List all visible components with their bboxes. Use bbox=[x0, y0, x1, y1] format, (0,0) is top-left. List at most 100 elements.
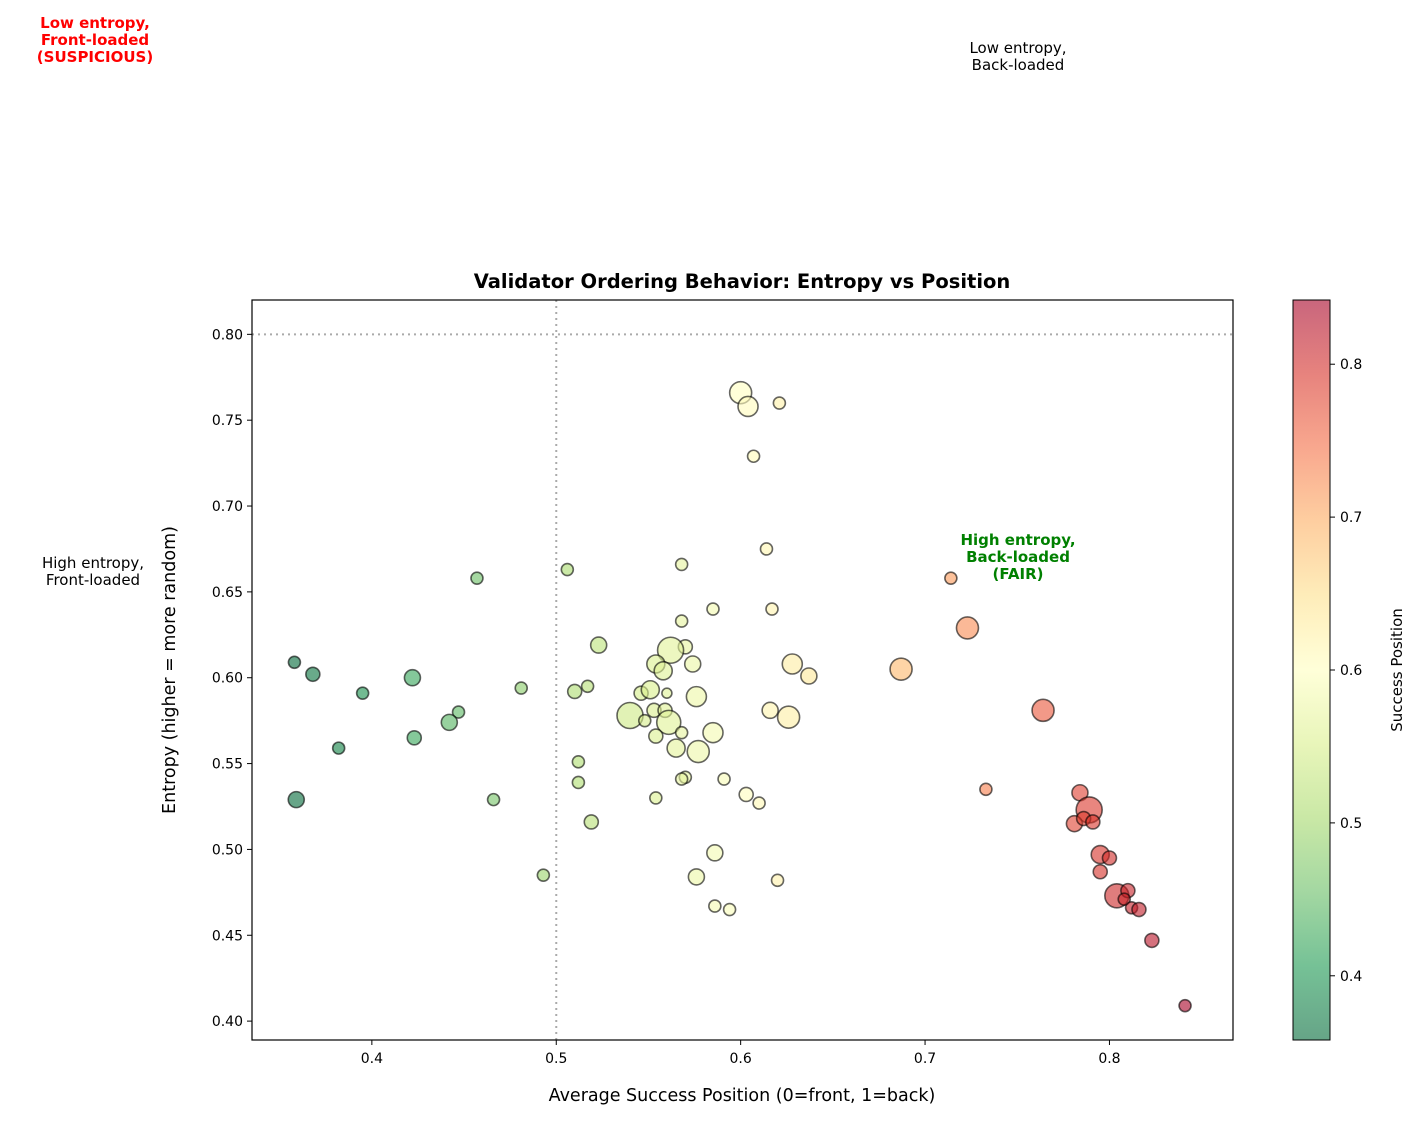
colorbar-ticks: 0.4 0.5 0.6 0.7 0.8 bbox=[1330, 357, 1362, 985]
quadrant-annotation: High entropy, Back-loaded (FAIR) bbox=[960, 531, 1075, 583]
data-point bbox=[637, 713, 652, 728]
data-point bbox=[440, 713, 459, 732]
data-point bbox=[666, 738, 686, 758]
y-tick-label: 0.40 bbox=[212, 1014, 243, 1030]
y-tick-label: 0.65 bbox=[212, 585, 243, 601]
data-point bbox=[761, 701, 779, 720]
data-point bbox=[752, 796, 766, 810]
data-point bbox=[702, 721, 724, 744]
data-point bbox=[649, 791, 663, 805]
data-point bbox=[944, 571, 958, 585]
data-point bbox=[566, 683, 583, 700]
data-point bbox=[776, 705, 801, 730]
colorbar-tick-label: 0.7 bbox=[1340, 510, 1362, 526]
data-point bbox=[640, 679, 661, 700]
y-tick-label: 0.75 bbox=[212, 413, 243, 429]
data-point bbox=[889, 657, 913, 681]
data-point bbox=[486, 792, 501, 807]
colorbar-tick-label: 0.8 bbox=[1340, 357, 1362, 373]
data-point bbox=[674, 725, 689, 740]
x-tick-label: 0.7 bbox=[914, 1051, 936, 1067]
data-point bbox=[1092, 863, 1109, 880]
data-point bbox=[287, 655, 302, 670]
data-point bbox=[772, 396, 787, 410]
data-point bbox=[738, 786, 754, 803]
x-axis-label: Average Success Position (0=front, 1=bac… bbox=[549, 1086, 936, 1106]
y-tick-label: 0.55 bbox=[212, 757, 243, 773]
data-point bbox=[616, 701, 644, 730]
data-point bbox=[674, 557, 689, 572]
data-point bbox=[955, 616, 980, 640]
data-point bbox=[770, 873, 785, 888]
data-point bbox=[406, 730, 423, 746]
data-point bbox=[1031, 698, 1055, 723]
data-point bbox=[580, 679, 595, 694]
data-point bbox=[737, 395, 759, 418]
data-point bbox=[648, 728, 664, 744]
data-point bbox=[536, 868, 551, 882]
quadrant-annotation: High entropy, Front-loaded bbox=[42, 554, 144, 589]
data-point bbox=[759, 542, 774, 556]
quadrant-annotation: Low entropy, Back-loaded bbox=[969, 39, 1066, 74]
colorbar bbox=[1292, 299, 1331, 1041]
data-point bbox=[674, 614, 689, 628]
data-point bbox=[674, 772, 689, 786]
data-point bbox=[656, 636, 685, 665]
data-point bbox=[1131, 901, 1147, 918]
colorbar-tick-label: 0.6 bbox=[1340, 663, 1362, 679]
data-point bbox=[403, 668, 422, 687]
data-point bbox=[706, 844, 724, 862]
data-point bbox=[355, 686, 370, 700]
data-point bbox=[781, 653, 804, 675]
quadrant-annotation: Low entropy, Front-loaded (SUSPICIOUS) bbox=[37, 14, 153, 66]
x-tick-label: 0.6 bbox=[730, 1051, 752, 1067]
data-point bbox=[331, 741, 346, 755]
data-point bbox=[451, 705, 466, 719]
data-point bbox=[717, 772, 731, 786]
data-points bbox=[287, 380, 1192, 1013]
y-tick-label: 0.60 bbox=[212, 671, 243, 687]
x-axis-ticks: 0.4 0.5 0.6 0.7 0.8 bbox=[361, 1040, 1121, 1067]
data-point bbox=[979, 782, 993, 797]
colorbar-label: Success Position bbox=[1388, 608, 1406, 732]
annotations: Low entropy, Front-loaded (SUSPICIOUS) Low … bbox=[37, 14, 1076, 589]
data-point bbox=[655, 709, 682, 736]
data-point bbox=[571, 775, 586, 790]
data-point bbox=[765, 602, 779, 616]
y-axis-ticks: 0.40 0.45 0.50 0.55 0.60 0.65 0.70 0.75 0.80 bbox=[212, 327, 252, 1030]
reference-lines bbox=[252, 300, 1233, 1040]
data-point bbox=[708, 899, 722, 913]
data-point bbox=[571, 755, 586, 769]
data-point bbox=[1144, 932, 1160, 949]
data-point bbox=[560, 562, 575, 577]
data-point bbox=[683, 655, 702, 673]
data-point bbox=[687, 868, 706, 886]
plot-frame bbox=[251, 299, 1234, 1041]
data-point bbox=[305, 666, 321, 683]
data-point bbox=[1101, 850, 1118, 866]
y-tick-label: 0.45 bbox=[212, 928, 243, 944]
colorbar-tick-label: 0.4 bbox=[1340, 969, 1362, 985]
x-tick-label: 0.4 bbox=[361, 1051, 383, 1067]
data-point bbox=[589, 636, 608, 654]
data-point bbox=[661, 687, 673, 699]
data-point bbox=[470, 571, 484, 585]
data-point bbox=[686, 739, 711, 764]
data-point bbox=[653, 661, 674, 681]
data-point bbox=[514, 681, 529, 695]
data-point bbox=[706, 602, 720, 616]
data-point bbox=[685, 685, 708, 708]
data-point bbox=[1085, 814, 1101, 830]
data-point bbox=[746, 449, 761, 464]
data-point bbox=[1178, 998, 1192, 1013]
y-tick-label: 0.70 bbox=[212, 499, 243, 515]
data-point bbox=[287, 790, 306, 809]
x-tick-label: 0.8 bbox=[1098, 1051, 1120, 1067]
data-point bbox=[583, 814, 600, 830]
y-axis-label: Entropy (higher = more random) bbox=[160, 526, 180, 814]
chart-title: Validator Ordering Behavior: Entropy vs … bbox=[474, 270, 1011, 293]
data-point bbox=[722, 902, 737, 917]
data-point bbox=[800, 667, 818, 685]
y-tick-label: 0.80 bbox=[212, 327, 243, 343]
